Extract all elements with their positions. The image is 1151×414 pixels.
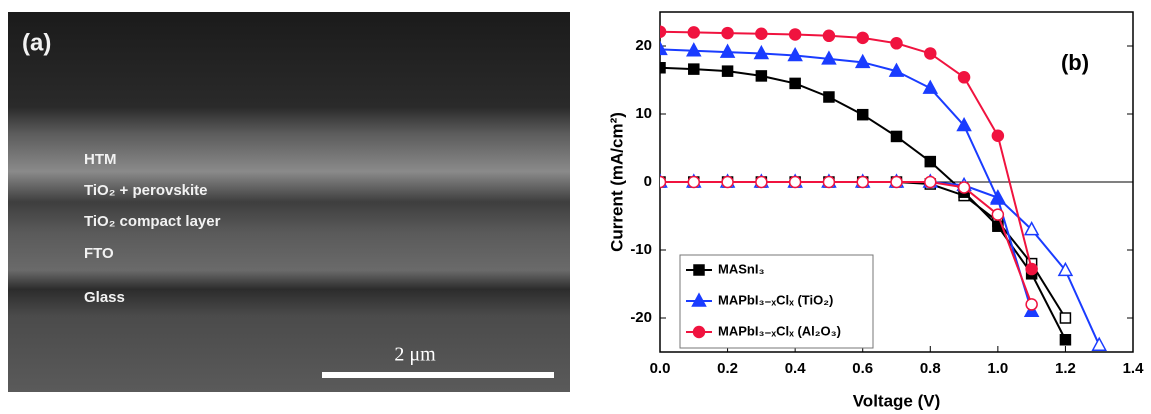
marker bbox=[1060, 335, 1070, 345]
layer-label: FTO bbox=[84, 245, 114, 262]
y-tick-label: -10 bbox=[630, 241, 652, 258]
marker bbox=[655, 177, 666, 188]
marker bbox=[1060, 313, 1070, 323]
marker bbox=[959, 182, 970, 193]
marker bbox=[824, 92, 834, 102]
layer-label: TiO₂ compact layer bbox=[84, 213, 221, 230]
marker bbox=[892, 131, 902, 141]
marker bbox=[857, 32, 868, 43]
x-tick-label: 1.2 bbox=[1055, 360, 1076, 377]
page: {"panel_a": {"label": "(a)", "layers": [… bbox=[0, 0, 1151, 414]
layer-label: Glass bbox=[84, 289, 125, 306]
marker bbox=[1026, 264, 1037, 275]
x-tick-label: 0.2 bbox=[717, 360, 738, 377]
legend-label: MAPbI₃₋ₓClₓ (TiO₂) bbox=[718, 292, 833, 307]
legend-marker bbox=[694, 327, 705, 338]
marker bbox=[891, 38, 902, 49]
panel-label: (a) bbox=[22, 29, 51, 56]
marker bbox=[790, 29, 801, 40]
marker bbox=[722, 177, 733, 188]
marker bbox=[925, 177, 936, 188]
marker bbox=[756, 71, 766, 81]
marker bbox=[655, 63, 665, 73]
marker bbox=[857, 177, 868, 188]
marker bbox=[655, 26, 666, 37]
marker bbox=[688, 27, 699, 38]
legend: MASnI₃ MAPbI₃₋ₓClₓ (TiO₂) MAPbI₃₋ₓClₓ (Al₂… bbox=[680, 255, 873, 348]
sem-image: (a) HTM TiO₂ + perovskite TiO₂ compact l… bbox=[8, 12, 570, 392]
chart: 0.0 0.2 0.4 0.6 0.8 1.0 1.2 1.4 -20 -10 0 10 20 Volta… bbox=[607, 12, 1144, 410]
marker bbox=[756, 28, 767, 39]
marker bbox=[992, 130, 1003, 141]
x-tick-label: 1.0 bbox=[987, 360, 1008, 377]
marker bbox=[756, 177, 767, 188]
marker bbox=[925, 157, 935, 167]
marker bbox=[723, 66, 733, 76]
y-tick-label: 0 bbox=[644, 173, 652, 190]
x-axis-label: Voltage (V) bbox=[853, 391, 941, 410]
annotation: (b) bbox=[1061, 50, 1089, 75]
y-tick-label: -20 bbox=[630, 309, 652, 326]
x-tick-label: 0.6 bbox=[852, 360, 873, 377]
legend-label: MASnI₃ bbox=[718, 261, 764, 276]
layer-label: HTM bbox=[84, 151, 117, 168]
legend-label: MAPbI₃₋ₓClₓ (Al₂O₃) bbox=[718, 323, 841, 338]
x-tick-label: 0.4 bbox=[785, 360, 807, 377]
marker bbox=[858, 110, 868, 120]
y-tick-label: 20 bbox=[635, 37, 652, 54]
y-axis-label: Current (mA/cm²) bbox=[607, 112, 626, 252]
figure: (a) HTM TiO₂ + perovskite TiO₂ compact l… bbox=[0, 0, 1151, 414]
marker bbox=[823, 30, 834, 41]
marker bbox=[722, 28, 733, 39]
scale-bar bbox=[322, 372, 554, 378]
marker bbox=[959, 72, 970, 83]
marker bbox=[891, 177, 902, 188]
marker bbox=[790, 78, 800, 88]
marker bbox=[688, 177, 699, 188]
x-tick-label: 1.4 bbox=[1123, 360, 1145, 377]
sem-background bbox=[8, 12, 570, 392]
marker bbox=[790, 177, 801, 188]
marker bbox=[992, 209, 1003, 220]
x-tick-label: 0.8 bbox=[920, 360, 941, 377]
y-tick-label: 10 bbox=[635, 105, 652, 122]
marker bbox=[1026, 299, 1037, 310]
layer-label: TiO₂ + perovskite bbox=[84, 182, 208, 199]
marker bbox=[925, 48, 936, 59]
marker bbox=[823, 177, 834, 188]
x-tick-label: 0.0 bbox=[650, 360, 671, 377]
marker bbox=[689, 64, 699, 74]
scale-bar-label: 2 μm bbox=[394, 344, 436, 366]
legend-marker bbox=[694, 265, 704, 275]
